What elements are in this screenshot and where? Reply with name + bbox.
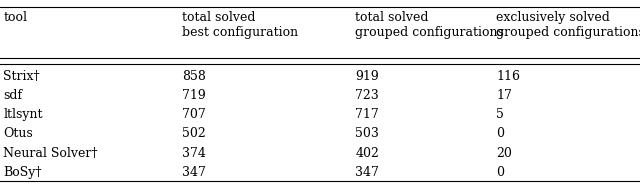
Text: exclusively solved
grouped configurations: exclusively solved grouped configuration… xyxy=(496,11,640,39)
Text: 347: 347 xyxy=(355,166,379,179)
Text: 723: 723 xyxy=(355,89,379,102)
Text: 719: 719 xyxy=(182,89,206,102)
Text: 374: 374 xyxy=(182,147,206,159)
Text: Strix†: Strix† xyxy=(3,70,40,83)
Text: 347: 347 xyxy=(182,166,206,179)
Text: 116: 116 xyxy=(496,70,520,83)
Text: 919: 919 xyxy=(355,70,379,83)
Text: 707: 707 xyxy=(182,108,206,121)
Text: tool: tool xyxy=(3,11,27,24)
Text: total solved
best configuration: total solved best configuration xyxy=(182,11,298,39)
Text: 402: 402 xyxy=(355,147,379,159)
Text: ltlsynt: ltlsynt xyxy=(3,108,43,121)
Text: 717: 717 xyxy=(355,108,379,121)
Text: BoSy†: BoSy† xyxy=(3,166,42,179)
Text: 858: 858 xyxy=(182,70,206,83)
Text: 5: 5 xyxy=(496,108,504,121)
Text: 503: 503 xyxy=(355,127,379,140)
Text: 502: 502 xyxy=(182,127,206,140)
Text: total solved
grouped configurations: total solved grouped configurations xyxy=(355,11,504,39)
Text: sdf: sdf xyxy=(3,89,22,102)
Text: Otus: Otus xyxy=(3,127,33,140)
Text: 17: 17 xyxy=(496,89,512,102)
Text: 0: 0 xyxy=(496,166,504,179)
Text: Neural Solver†: Neural Solver† xyxy=(3,147,98,159)
Text: 20: 20 xyxy=(496,147,512,159)
Text: 0: 0 xyxy=(496,127,504,140)
